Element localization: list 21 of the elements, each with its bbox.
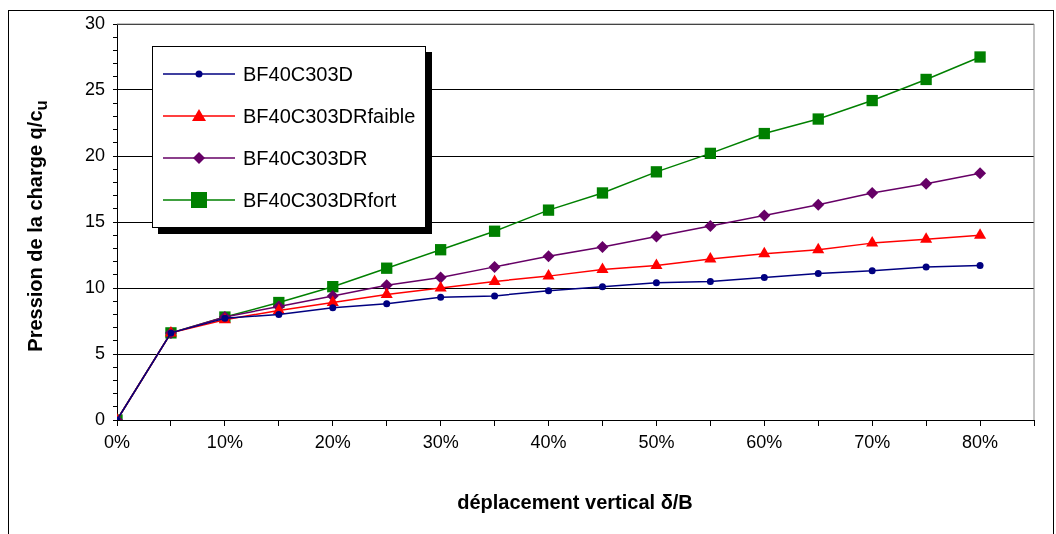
- legend-label: BF40C303DR: [243, 146, 368, 170]
- y-tick-label: 10: [84, 276, 105, 297]
- x-tick-label: 20%: [314, 431, 351, 452]
- x-tick-label: 50%: [638, 431, 675, 452]
- y-tick-label: 15: [84, 210, 105, 231]
- x-tick-label: 10%: [206, 431, 243, 452]
- legend-label: BF40C303DRfaible: [243, 104, 416, 128]
- y-tick-label: 30: [84, 12, 105, 33]
- x-tick-label: 60%: [746, 431, 783, 452]
- x-tick-label: 0%: [103, 431, 131, 452]
- x-tick-label: 80%: [962, 431, 999, 452]
- y-tick-label: 25: [84, 78, 105, 99]
- y-tick-label: 0: [94, 408, 105, 429]
- y-tick-label: 20: [84, 144, 105, 165]
- legend-label: BF40C303D: [243, 62, 354, 86]
- x-tick-label: 40%: [530, 431, 567, 452]
- legend-label: BF40C303DRfort: [243, 188, 397, 212]
- x-tick-label: 30%: [422, 431, 459, 452]
- y-tick-label: 5: [94, 342, 105, 363]
- x-tick-label: 70%: [854, 431, 891, 452]
- x-axis-title: déplacement vertical δ/B: [457, 490, 693, 514]
